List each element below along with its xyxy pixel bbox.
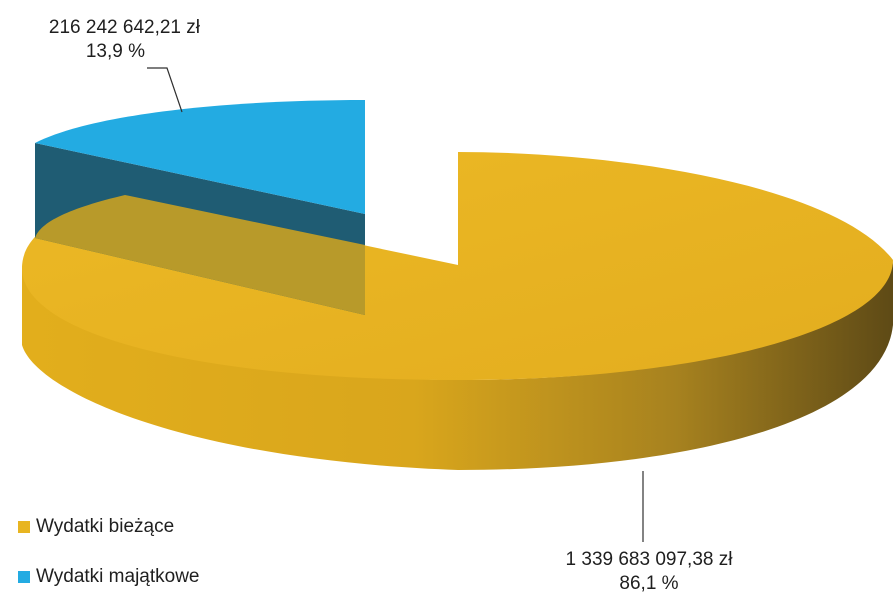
slice-overlap-shade [35,195,365,315]
leader-line-majatkowe [147,67,183,113]
data-label-majatkowe: 216 242 642,21 zł 13,9 % [6,16,200,64]
slice-wydatki-biezace-side [22,262,893,470]
data-label-biezace-percent: 86,1 % [619,573,679,594]
legend-swatch-majatkowe [18,571,30,583]
legend-label-biezace: Wydatki bieżące [36,516,175,537]
legend-item-biezace: Wydatki bieżące [18,512,200,542]
legend-label-majatkowe: Wydatki majątkowe [36,566,200,587]
slice-wydatki-majatkowe [35,100,365,214]
legend: Wydatki bieżące Wydatki majątkowe [18,512,200,603]
data-label-biezace-value: 1 339 683 097,38 zł [565,549,733,570]
legend-item-majatkowe: Wydatki majątkowe [18,562,200,592]
data-label-majatkowe-percent: 13,9 % [85,41,145,62]
slice-wydatki-biezace [22,152,893,380]
legend-swatch-biezace [18,521,30,533]
data-label-biezace: 1 339 683 097,38 zł 86,1 % [540,548,758,596]
data-label-majatkowe-value: 216 242 642,21 zł [48,17,200,38]
